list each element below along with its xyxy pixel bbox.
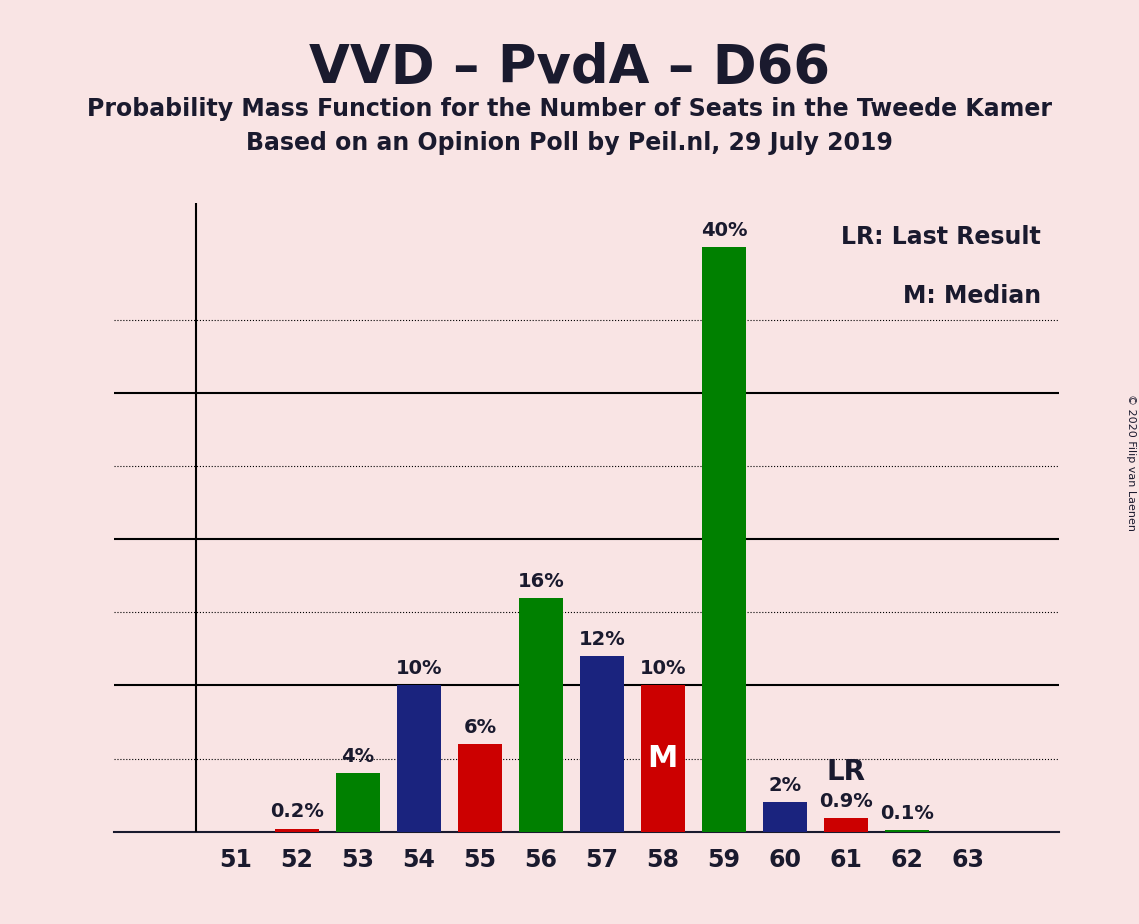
Bar — [763, 802, 806, 832]
Text: 2%: 2% — [768, 776, 802, 795]
Text: VVD – PvdA – D66: VVD – PvdA – D66 — [309, 42, 830, 93]
Text: 10%: 10% — [395, 659, 442, 678]
Text: LR: LR — [826, 759, 866, 786]
Text: Based on an Opinion Poll by Peil.nl, 29 July 2019: Based on an Opinion Poll by Peil.nl, 29 … — [246, 131, 893, 155]
Bar — [396, 686, 441, 832]
Bar — [336, 773, 379, 832]
Bar — [458, 744, 502, 832]
Text: LR: Last Result: LR: Last Result — [842, 225, 1041, 249]
Text: M: Median: M: Median — [903, 284, 1041, 308]
Bar — [702, 247, 746, 832]
Text: © 2020 Filip van Laenen: © 2020 Filip van Laenen — [1125, 394, 1136, 530]
Bar — [641, 686, 685, 832]
Text: 0.2%: 0.2% — [270, 802, 323, 821]
Bar — [580, 656, 624, 832]
Bar — [885, 830, 928, 832]
Text: 0.9%: 0.9% — [819, 792, 872, 811]
Text: 0.1%: 0.1% — [879, 804, 934, 823]
Bar — [519, 598, 563, 832]
Text: 4%: 4% — [342, 747, 375, 766]
Text: 40%: 40% — [700, 221, 747, 240]
Text: 10%: 10% — [640, 659, 686, 678]
Bar — [823, 819, 868, 832]
Text: 12%: 12% — [579, 630, 625, 649]
Bar — [274, 829, 319, 832]
Text: Probability Mass Function for the Number of Seats in the Tweede Kamer: Probability Mass Function for the Number… — [87, 97, 1052, 121]
Text: 16%: 16% — [517, 572, 564, 590]
Text: M: M — [648, 744, 678, 773]
Text: 6%: 6% — [464, 718, 497, 736]
